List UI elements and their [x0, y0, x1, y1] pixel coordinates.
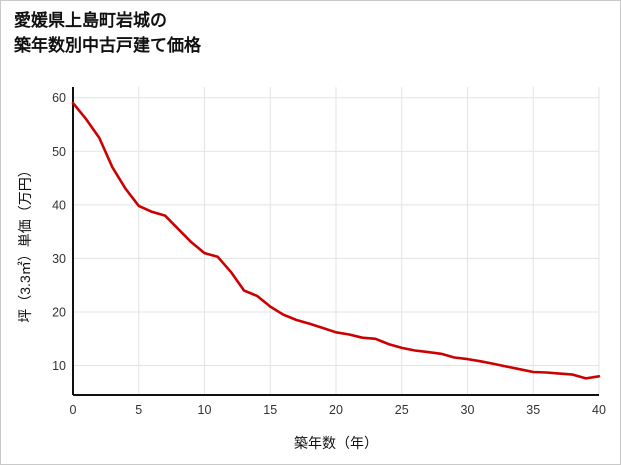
x-tick-label: 15 — [263, 403, 277, 417]
y-tick-label: 10 — [52, 359, 66, 373]
chart-title-line2: 築年数別中古戸建て価格 — [14, 35, 201, 55]
chart-title: 愛媛県上島町岩城の築年数別中古戸建て価格 — [14, 9, 201, 58]
price-line-chart: 0 5 10 15 20 25 30 35 40 10 20 30 40 50 60 — [52, 87, 606, 417]
x-tick-label: 0 — [70, 403, 77, 417]
x-tick-label: 30 — [461, 403, 475, 417]
y-tick-label: 60 — [52, 91, 66, 105]
chart-title-line1: 愛媛県上島町岩城の — [14, 11, 167, 30]
y-tick-label: 50 — [52, 145, 66, 159]
x-tick-label: 25 — [395, 403, 409, 417]
x-tick-label: 40 — [592, 403, 606, 417]
x-tick-label: 20 — [329, 403, 343, 417]
x-tick-label: 35 — [526, 403, 540, 417]
x-tick-label: 10 — [198, 403, 212, 417]
price-series-line — [71, 101, 601, 380]
y-tick-label: 20 — [52, 305, 66, 319]
chart-area: 0 5 10 15 20 25 30 35 40 10 20 30 40 50 60 — [41, 79, 611, 425]
y-tick-label: 30 — [52, 252, 66, 266]
y-axis-label: 坪（3.3㎡）単価（万円） — [17, 163, 33, 323]
x-axis-label: 築年数（年） — [294, 435, 378, 451]
x-tick-label: 5 — [135, 403, 142, 417]
y-tick-label: 40 — [52, 198, 66, 212]
